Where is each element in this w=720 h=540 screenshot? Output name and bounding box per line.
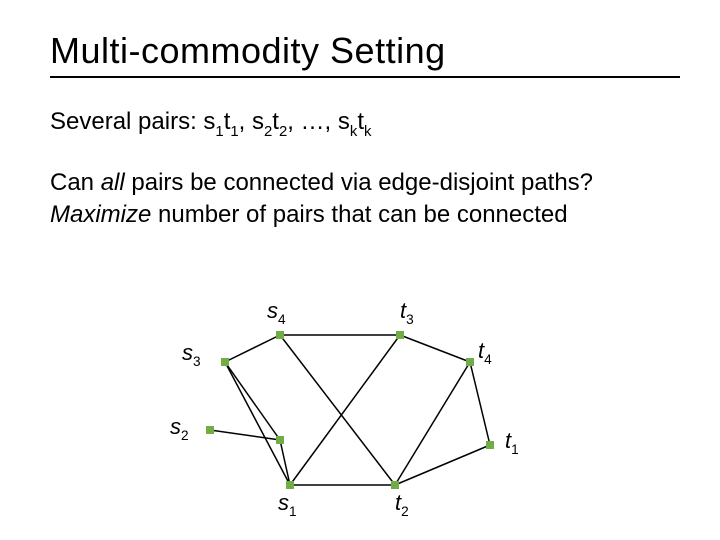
node <box>286 481 294 489</box>
node-label-sub: 1 <box>289 504 297 519</box>
pairs-line: Several pairs: s1t1, s2t2, …, sktk <box>50 106 680 141</box>
edge <box>225 335 280 362</box>
node-label: s2 <box>170 414 189 442</box>
graph-figure: s4t3s3t4s2t1s1t2 <box>170 290 550 520</box>
m-word: Maximize <box>50 201 151 228</box>
pairs-prefix: Several pairs: <box>50 108 203 135</box>
node-label: t2 <box>395 490 409 518</box>
sep2: , …, <box>287 108 338 135</box>
question-line: Can all pairs be connected via edge-disj… <box>50 167 680 199</box>
maximize-line: Maximize number of pairs that can be con… <box>50 199 680 231</box>
node-label: t4 <box>478 338 492 366</box>
sep1: , <box>239 108 252 135</box>
node-label-sub: 4 <box>484 352 492 367</box>
node-label-sub: 1 <box>511 442 519 457</box>
node-label-sub: 3 <box>193 354 201 369</box>
node-label-var: s <box>278 490 289 515</box>
t2: t <box>272 108 279 135</box>
edge <box>400 335 470 362</box>
q-pre: Can <box>50 169 101 196</box>
node <box>206 426 214 434</box>
node <box>276 436 284 444</box>
node-label: s4 <box>267 298 286 326</box>
sk-sub: k <box>350 124 357 140</box>
question-block: Can all pairs be connected via edge-disj… <box>50 167 680 232</box>
slide: Multi-commodity Setting Several pairs: s… <box>0 0 720 540</box>
node <box>221 358 229 366</box>
node <box>276 331 284 339</box>
edge <box>280 335 395 485</box>
node-label: t1 <box>505 428 519 456</box>
m-post: number of pairs that can be connected <box>151 201 567 228</box>
node <box>486 441 494 449</box>
node-label: s1 <box>278 490 297 518</box>
graph-svg <box>170 290 550 520</box>
q-all: all <box>101 169 125 196</box>
node-label-sub: 3 <box>406 312 414 327</box>
t2-sub: 2 <box>279 124 287 140</box>
edge <box>470 362 490 445</box>
node-label-var: s <box>170 414 181 439</box>
edge <box>395 362 470 485</box>
edge <box>225 362 280 440</box>
s2-sub: 2 <box>264 124 272 140</box>
edge <box>280 440 290 485</box>
s1: s <box>203 108 215 135</box>
node <box>391 481 399 489</box>
slide-title: Multi-commodity Setting <box>50 30 680 72</box>
node <box>396 331 404 339</box>
edge <box>290 335 400 485</box>
pair-list: s1t1, s2t2, …, sktk <box>203 108 371 135</box>
tk-sub: k <box>364 124 371 140</box>
node <box>466 358 474 366</box>
node-label: s3 <box>182 340 201 368</box>
edge <box>225 362 290 485</box>
title-rule <box>50 76 680 78</box>
node-label: t3 <box>400 298 414 326</box>
q-post: pairs be connected via edge-disjoint pat… <box>125 169 593 196</box>
edge <box>210 430 280 440</box>
node-label-sub: 2 <box>181 428 189 443</box>
sk: s <box>338 108 350 135</box>
node-label-sub: 2 <box>401 504 409 519</box>
tk: t <box>357 108 364 135</box>
node-label-var: s <box>267 298 278 323</box>
edge <box>395 445 490 485</box>
t1-sub: 1 <box>230 124 238 140</box>
node-label-sub: 4 <box>278 312 286 327</box>
node-label-var: s <box>182 340 193 365</box>
s1-sub: 1 <box>215 124 223 140</box>
s2: s <box>252 108 264 135</box>
slide-body: Several pairs: s1t1, s2t2, …, sktk Can a… <box>50 106 680 232</box>
